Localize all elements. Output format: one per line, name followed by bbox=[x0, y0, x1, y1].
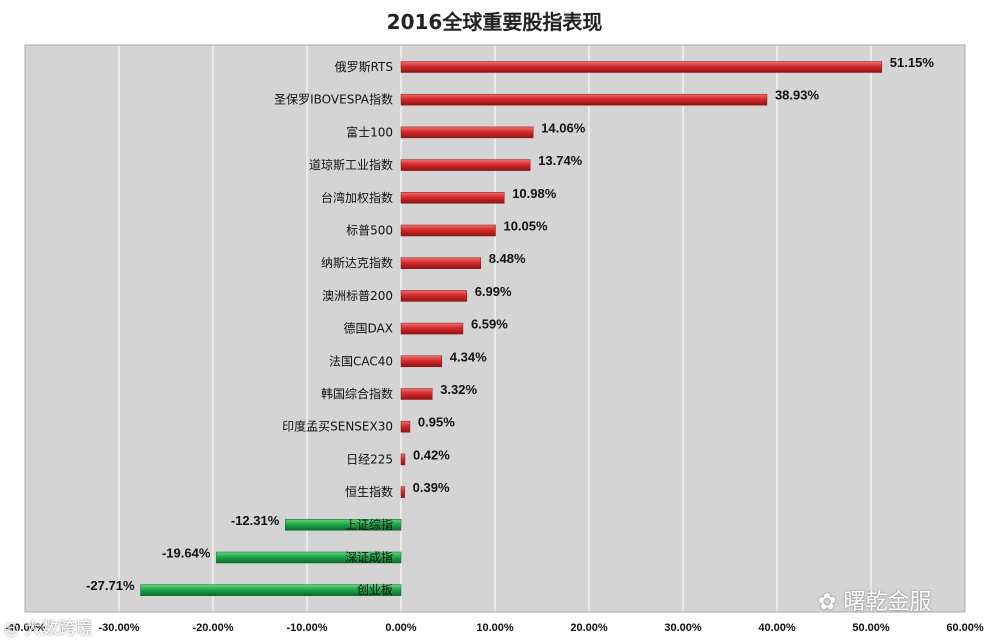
bar bbox=[400, 126, 534, 139]
watermark-source: ◎ 大数跨境 bbox=[4, 614, 92, 639]
category-label: 富士100 bbox=[346, 124, 393, 139]
category-label: 标普500 bbox=[346, 224, 393, 238]
category-label: 台湾加权指数 bbox=[321, 190, 393, 205]
bar bbox=[400, 355, 443, 368]
value-label: 6.59% bbox=[471, 317, 508, 332]
value-label: -19.64% bbox=[162, 546, 211, 561]
chart-title: 2016全球重要股指表现 bbox=[386, 10, 603, 34]
bar bbox=[400, 388, 433, 400]
bar bbox=[216, 551, 402, 564]
x-tick-label: 60.00% bbox=[946, 622, 984, 634]
x-tick-label: 0.00% bbox=[385, 622, 416, 634]
value-label: -27.71% bbox=[86, 578, 135, 593]
watermark-source-text: 大数跨境 bbox=[24, 619, 93, 639]
watermark-brand-text: 曙乾金服 bbox=[843, 590, 932, 615]
value-label: 6.99% bbox=[475, 284, 512, 299]
bar bbox=[400, 192, 505, 204]
category-label: 创业板 bbox=[357, 583, 393, 597]
bar bbox=[400, 420, 411, 433]
bar bbox=[400, 61, 883, 73]
x-tick-label: 40.00% bbox=[758, 622, 796, 634]
category-label: 道琼斯工业指数 bbox=[309, 157, 393, 172]
value-label: -12.31% bbox=[231, 513, 280, 528]
bar bbox=[400, 159, 531, 171]
bar bbox=[400, 257, 481, 269]
category-label: 日经225 bbox=[346, 452, 393, 466]
value-label: 10.05% bbox=[503, 219, 548, 234]
wechat-icon: ✿ bbox=[818, 590, 837, 615]
value-label: 3.32% bbox=[440, 382, 477, 397]
category-label: 德国DAX bbox=[344, 321, 393, 336]
value-label: 4.34% bbox=[450, 349, 487, 364]
value-label: 0.95% bbox=[418, 415, 455, 430]
category-label: 韩国综合指数 bbox=[321, 386, 393, 401]
category-label: 上证综指 bbox=[345, 517, 393, 532]
category-label: 深证成指 bbox=[345, 550, 393, 565]
x-tick-label: -30.00% bbox=[99, 622, 140, 634]
value-label: 51.15% bbox=[890, 55, 935, 70]
value-label: 0.42% bbox=[413, 447, 450, 462]
value-label: 13.74% bbox=[538, 153, 583, 168]
bar bbox=[400, 453, 406, 466]
category-label: 印度孟买SENSEX30 bbox=[282, 419, 393, 434]
x-tick-label: 10.00% bbox=[476, 622, 514, 634]
bar bbox=[285, 519, 402, 531]
plot-border bbox=[24, 44, 966, 613]
value-label: 8.48% bbox=[489, 251, 526, 266]
x-tick-label: -20.00% bbox=[193, 622, 234, 634]
value-label: 38.93% bbox=[775, 88, 820, 103]
bar bbox=[140, 584, 402, 596]
watermark-brand: ✿ 曙乾金服 bbox=[818, 584, 931, 616]
category-label: 恒生指数 bbox=[345, 484, 393, 499]
bar bbox=[400, 224, 496, 237]
value-label: 0.39% bbox=[413, 480, 450, 495]
x-tick-label: 20.00% bbox=[570, 622, 608, 634]
category-label: 澳洲标普200 bbox=[322, 289, 393, 303]
value-label: 10.98% bbox=[512, 186, 557, 201]
category-label: 圣保罗IBOVESPA指数 bbox=[274, 92, 393, 107]
x-tick-label: -40.00% bbox=[5, 622, 46, 634]
bar bbox=[400, 486, 405, 498]
category-label: 俄罗斯RTS bbox=[335, 60, 393, 74]
bar bbox=[400, 93, 768, 106]
category-label: 纳斯达克指数 bbox=[321, 255, 393, 270]
bar bbox=[400, 322, 464, 335]
x-tick-label: 30.00% bbox=[664, 622, 702, 634]
value-label: 14.06% bbox=[541, 120, 586, 135]
bar bbox=[400, 290, 467, 302]
category-label: 法国CAC40 bbox=[329, 354, 393, 368]
x-tick-label: -10.00% bbox=[287, 622, 328, 634]
x-tick-label: 50.00% bbox=[852, 622, 890, 634]
watermark-source-icon: ◎ bbox=[4, 619, 19, 639]
